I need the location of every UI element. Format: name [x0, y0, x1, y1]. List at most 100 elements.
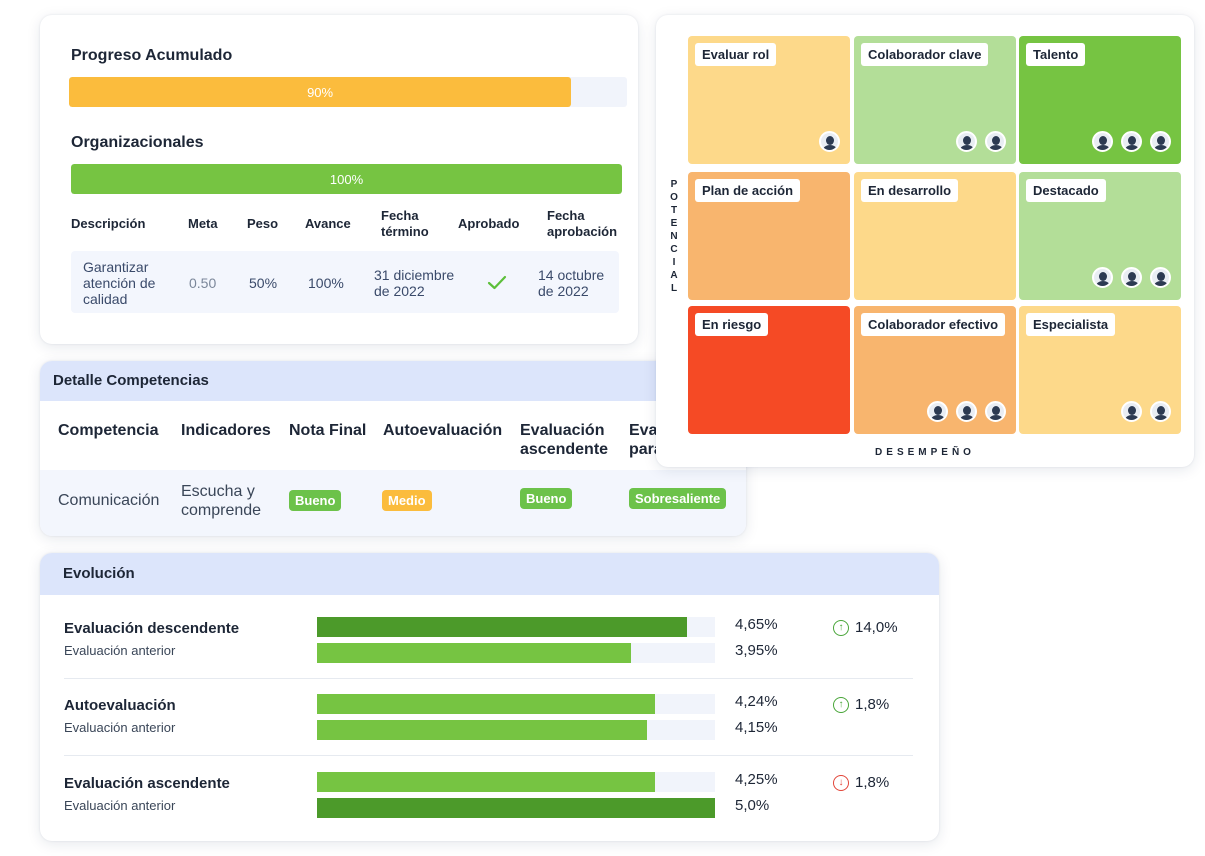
avatar[interactable] — [1121, 131, 1142, 152]
current-score-value: 4,24% — [735, 693, 778, 710]
badge-evaluacion-ascendente: Bueno — [520, 488, 573, 509]
avatar[interactable] — [1121, 267, 1142, 288]
matrix-cell-label: Evaluar rol — [695, 43, 777, 66]
header-competencia: Competencia — [58, 422, 159, 439]
row-divider — [64, 678, 913, 679]
competencias-title: Detalle Competencias — [53, 372, 209, 389]
table-row — [71, 251, 619, 313]
cell-fecha-termino: 31 diciembre de 2022 — [374, 267, 455, 299]
accumulated-progress-title: Progreso Acumulado — [71, 47, 233, 64]
header-peso: Peso — [247, 216, 279, 231]
avatar[interactable] — [956, 131, 977, 152]
delta-indicator: ↓ 1,8% — [833, 774, 889, 791]
cell-avance: 100% — [308, 275, 344, 291]
current-score-bar — [317, 694, 715, 714]
matrix-cell[interactable]: Especialista — [1019, 306, 1181, 434]
header-nota-final: Nota Final — [289, 422, 367, 439]
delta-value: 14,0% — [855, 619, 898, 636]
matrix-cell[interactable]: Plan de acción — [688, 172, 850, 300]
evolucion-title: Evolución — [63, 565, 135, 582]
matrix-cell[interactable]: Evaluar rol — [688, 36, 850, 164]
previous-score-value: 5,0% — [735, 797, 770, 814]
avatar[interactable] — [1150, 131, 1171, 152]
avatar[interactable] — [1150, 401, 1171, 422]
cell-indicadores: Escucha y comprende — [181, 483, 262, 519]
competencias-header: Detalle Competencias — [40, 361, 746, 401]
avatar[interactable] — [985, 131, 1006, 152]
arrow-up-icon: ↑ — [833, 619, 849, 636]
previous-score-fill — [317, 798, 715, 818]
matrix-cell[interactable]: Talento — [1019, 36, 1181, 164]
avatar[interactable] — [1121, 401, 1142, 422]
matrix-cell[interactable]: Colaborador efectivo — [854, 306, 1016, 434]
arrow-up-icon: ↑ — [833, 696, 849, 713]
avatar[interactable] — [1092, 267, 1113, 288]
matrix-cell[interactable]: En desarrollo — [854, 172, 1016, 300]
header-avance: Avance — [305, 216, 351, 231]
previous-score-value: 3,95% — [735, 642, 778, 659]
previous-score-fill — [317, 643, 632, 663]
previous-score-fill — [317, 720, 648, 740]
matrix-cell-label: Colaborador clave — [861, 43, 989, 66]
current-score-bar — [317, 617, 715, 637]
organizational-progress-label: 100% — [329, 171, 364, 187]
matrix-cell-label: Especialista — [1026, 313, 1116, 336]
organizational-progress-fill: 100% — [71, 164, 622, 194]
current-score-fill — [317, 617, 688, 637]
delta-value: 1,8% — [855, 774, 890, 791]
evolucion-header: Evolución — [40, 553, 939, 595]
evolucion-item-subtitle: Evaluación anterior — [64, 643, 176, 658]
avatar[interactable] — [819, 131, 840, 152]
current-score-fill — [317, 694, 655, 714]
current-score-fill — [317, 772, 656, 792]
current-score-bar — [317, 772, 715, 792]
delta-value: 1,8% — [855, 696, 890, 713]
cell-fecha-aprobacion: 14 octubre de 2022 — [538, 267, 605, 299]
progress-card: Progreso Acumulado 90% Organizacionales … — [40, 15, 638, 344]
matrix-cell-label: Destacado — [1026, 179, 1106, 202]
nine-box-matrix-card: POTENCIAL Evaluar rol Colaborador clave Ta… — [656, 15, 1194, 467]
header-evaluacion-ascendente: Evaluación ascendente — [520, 422, 609, 458]
accumulated-progress-label: 90% — [307, 84, 334, 100]
badge-autoevaluacion: Medio — [382, 490, 432, 511]
avatar-group — [927, 401, 1006, 422]
delta-indicator: ↑ 14,0% — [833, 619, 898, 636]
evolucion-card: Evolución Evaluación descendente Evaluaci… — [40, 553, 939, 841]
avatar[interactable] — [985, 401, 1006, 422]
badge-evaluacion-paralela: Sobresaliente — [629, 488, 727, 509]
matrix-cell[interactable]: En riesgo — [688, 306, 850, 434]
potential-axis-label: POTENCIAL — [670, 179, 678, 294]
cell-peso: 50% — [249, 275, 278, 291]
avatar[interactable] — [1150, 267, 1171, 288]
check-icon — [487, 275, 507, 290]
avatar-group — [1092, 267, 1171, 288]
avatar-group — [956, 131, 1006, 152]
evolucion-item-title: Autoevaluación — [64, 697, 176, 714]
avatar-group — [1121, 401, 1171, 422]
arrow-down-icon: ↓ — [833, 774, 849, 791]
badge-nota-final: Bueno — [289, 490, 342, 511]
delta-indicator: ↑ 1,8% — [833, 696, 889, 713]
matrix-cell-label: Colaborador efectivo — [861, 313, 1006, 336]
avatar[interactable] — [927, 401, 948, 422]
current-score-value: 4,25% — [735, 771, 778, 788]
cell-meta: 0.50 — [189, 275, 217, 291]
header-indicadores: Indicadores — [181, 422, 271, 439]
previous-score-value: 4,15% — [735, 719, 778, 736]
header-aprobado: Aprobado — [458, 216, 520, 231]
organizational-title: Organizacionales — [71, 134, 204, 151]
matrix-cell[interactable]: Colaborador clave — [854, 36, 1016, 164]
header-descripcion: Descripción — [71, 216, 146, 231]
previous-score-bar — [317, 643, 715, 663]
organizational-progress-bar: 100% — [71, 164, 622, 194]
performance-axis-label: DESEMPEÑO — [875, 447, 975, 458]
matrix-cell[interactable]: Destacado — [1019, 172, 1181, 300]
accumulated-progress-fill: 90% — [69, 77, 572, 107]
header-meta: Meta — [188, 216, 218, 231]
avatar[interactable] — [1092, 131, 1113, 152]
avatar[interactable] — [956, 401, 977, 422]
competencias-card: Detalle Competencias Competencia Indicad… — [40, 361, 746, 536]
header-fecha-termino: Fecha término — [381, 208, 429, 239]
matrix-cell-label: Talento — [1026, 43, 1086, 66]
current-score-value: 4,65% — [735, 616, 778, 633]
